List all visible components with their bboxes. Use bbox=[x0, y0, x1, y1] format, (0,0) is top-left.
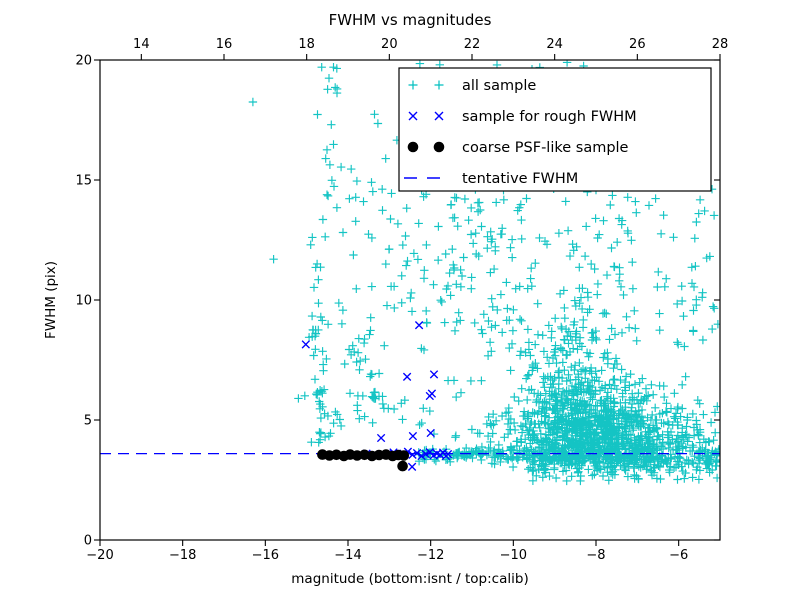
x-axis-label: magnitude (bottom:isnt / top:calib) bbox=[291, 571, 528, 587]
calib-tick-26-label: 26 bbox=[629, 37, 646, 52]
x-tick--14-label: −14 bbox=[334, 548, 361, 563]
coarse-psf-dot bbox=[397, 460, 408, 472]
chart-title: FWHM vs magnitudes bbox=[329, 11, 492, 29]
x-tick--16-label: −16 bbox=[252, 548, 279, 563]
left-axis-ticks: 0 5 10 15 20 bbox=[75, 54, 100, 549]
coarse-psf-dot bbox=[398, 450, 410, 461]
y-axis-label: FWHM (pix) bbox=[43, 261, 59, 339]
x-tick--6-label: −6 bbox=[669, 548, 688, 563]
x-tick--10-label: −10 bbox=[500, 548, 527, 563]
legend-entry-x: sample for rough FWHM bbox=[408, 109, 637, 125]
x-tick--8-label: −8 bbox=[586, 548, 605, 563]
legend-entry-plus: all sample bbox=[408, 78, 536, 94]
legend-box bbox=[398, 67, 712, 192]
legend: all sample sample for rough FWHM coarse PS… bbox=[398, 67, 712, 192]
plot-area bbox=[100, 60, 720, 486]
legend-label: all sample bbox=[462, 78, 536, 94]
legend-label: tentative FWHM bbox=[462, 171, 578, 187]
x-tick--12-label: −12 bbox=[417, 548, 444, 563]
calib-tick-18-label: 18 bbox=[298, 37, 315, 52]
legend-plus-icon bbox=[408, 80, 444, 90]
calib-tick-20-label: 20 bbox=[381, 37, 398, 52]
x-tick--18-label: −18 bbox=[169, 548, 196, 563]
y-tick-0-label: 0 bbox=[84, 534, 92, 549]
y-tick-10-label: 10 bbox=[75, 294, 92, 309]
series-coarse-psf bbox=[317, 449, 410, 472]
bottom-axis-ticks: −20 −18 −16 −14 −12 −10 −8 −6 bbox=[86, 540, 688, 563]
y-tick-20-label: 20 bbox=[75, 54, 92, 69]
legend-dot-icon bbox=[433, 141, 445, 153]
y-tick-15-label: 15 bbox=[75, 174, 92, 189]
legend-label: coarse PSF-like sample bbox=[462, 140, 629, 156]
calib-tick-14-label: 14 bbox=[133, 37, 150, 52]
legend-entry-dot: coarse PSF-like sample bbox=[407, 140, 629, 156]
calib-tick-22-label: 22 bbox=[464, 37, 481, 52]
top-axis-ticks: 14 16 18 20 22 24 26 28 bbox=[133, 37, 728, 60]
plot-border bbox=[99, 59, 721, 541]
legend-dot-icon bbox=[407, 141, 419, 153]
legend-x-icon bbox=[408, 111, 444, 121]
legend-label: sample for rough FWHM bbox=[462, 109, 637, 125]
y-tick-5-label: 5 bbox=[84, 414, 92, 429]
legend-entry-dash: tentative FWHM bbox=[404, 171, 578, 187]
x-tick--20-label: −20 bbox=[86, 548, 113, 563]
calib-tick-16-label: 16 bbox=[216, 37, 233, 52]
calib-tick-28-label: 28 bbox=[712, 37, 729, 52]
calib-tick-24-label: 24 bbox=[546, 37, 563, 52]
